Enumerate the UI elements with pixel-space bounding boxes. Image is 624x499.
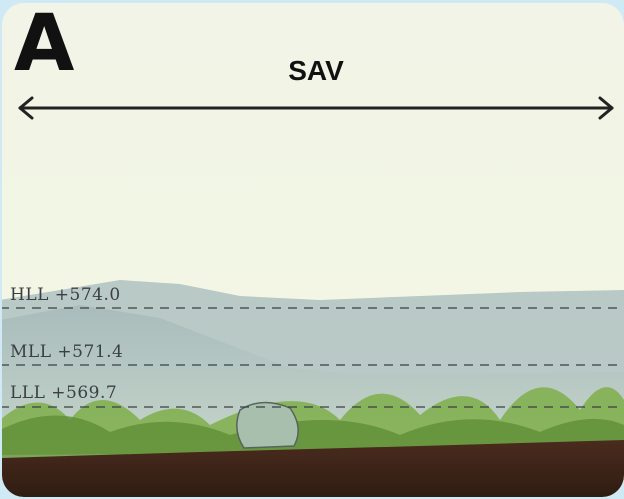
page: {"panel_label": "A", "title": "SAV", "le… [0,0,624,499]
level-label: HLL +574.0 [10,285,121,305]
illustration: HLL +574.0 MLL +571.4 LLL +569.7 A SAV [0,0,624,499]
level-label: MLL +571.4 [10,342,123,362]
title: SAV [288,55,344,86]
rock [237,402,298,448]
panel-label: A [14,0,74,89]
level-label: LLL +569.7 [10,383,117,403]
